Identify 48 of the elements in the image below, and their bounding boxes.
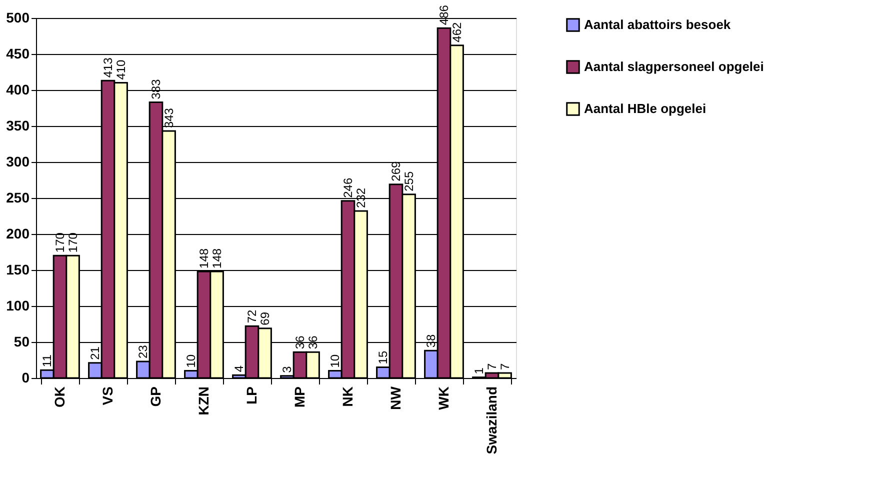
legend-label: Aantal slagpersoneel opgelei xyxy=(584,59,764,74)
y-tick-label: 50 xyxy=(14,334,30,350)
data-label: 11 xyxy=(40,354,54,368)
y-tick-label: 400 xyxy=(6,82,30,98)
y-tick-label: 300 xyxy=(6,154,30,170)
x-tick-label: WK xyxy=(436,386,452,410)
x-tick-label: VS xyxy=(100,386,116,406)
y-tick-label: 250 xyxy=(6,190,30,206)
data-label: 7 xyxy=(485,362,499,370)
legend-label: Aantal abattoirs besoek xyxy=(584,17,732,32)
data-label: 36 xyxy=(293,335,307,350)
y-tick-label: 200 xyxy=(6,226,30,242)
x-tick-label: MP xyxy=(292,386,308,408)
y-tick-label: 500 xyxy=(6,10,30,26)
data-label: 410 xyxy=(114,59,128,80)
x-tick-label: OK xyxy=(52,386,68,408)
data-label: 1 xyxy=(472,367,486,374)
x-tick-label: LP xyxy=(244,386,260,404)
data-label: 3 xyxy=(280,366,294,373)
data-label: 36 xyxy=(306,335,320,350)
y-tick-label: 100 xyxy=(6,298,30,314)
data-label: 7 xyxy=(498,362,512,370)
data-label: 15 xyxy=(376,350,390,364)
data-label: 232 xyxy=(354,188,368,208)
y-tick-label: 0 xyxy=(22,370,30,386)
data-label: 21 xyxy=(88,346,102,360)
data-label: 462 xyxy=(450,22,464,42)
data-label: 148 xyxy=(210,248,224,268)
y-tick-label: 150 xyxy=(6,262,30,278)
x-tick-label: GP xyxy=(148,386,164,407)
x-tick-label: KZN xyxy=(196,386,212,416)
y-tick-label: 350 xyxy=(6,118,30,134)
data-label: 4 xyxy=(232,365,246,372)
data-label: 69 xyxy=(258,312,272,326)
data-label: 486 xyxy=(437,4,451,26)
data-label: 246 xyxy=(341,178,355,198)
data-label: 10 xyxy=(328,354,342,368)
data-label: 413 xyxy=(101,57,115,78)
legend-label: Aantal HBle opgelei xyxy=(584,101,706,116)
x-tick-label: Swaziland xyxy=(484,386,500,454)
data-label: 23 xyxy=(136,344,150,358)
data-label: 10 xyxy=(184,354,198,368)
x-tick-label: NW xyxy=(388,386,404,410)
data-label: 148 xyxy=(197,248,211,268)
x-tick-label: NK xyxy=(340,386,356,407)
y-tick-label: 450 xyxy=(6,46,30,62)
data-label: 255 xyxy=(402,171,416,192)
data-label: 72 xyxy=(245,309,259,324)
